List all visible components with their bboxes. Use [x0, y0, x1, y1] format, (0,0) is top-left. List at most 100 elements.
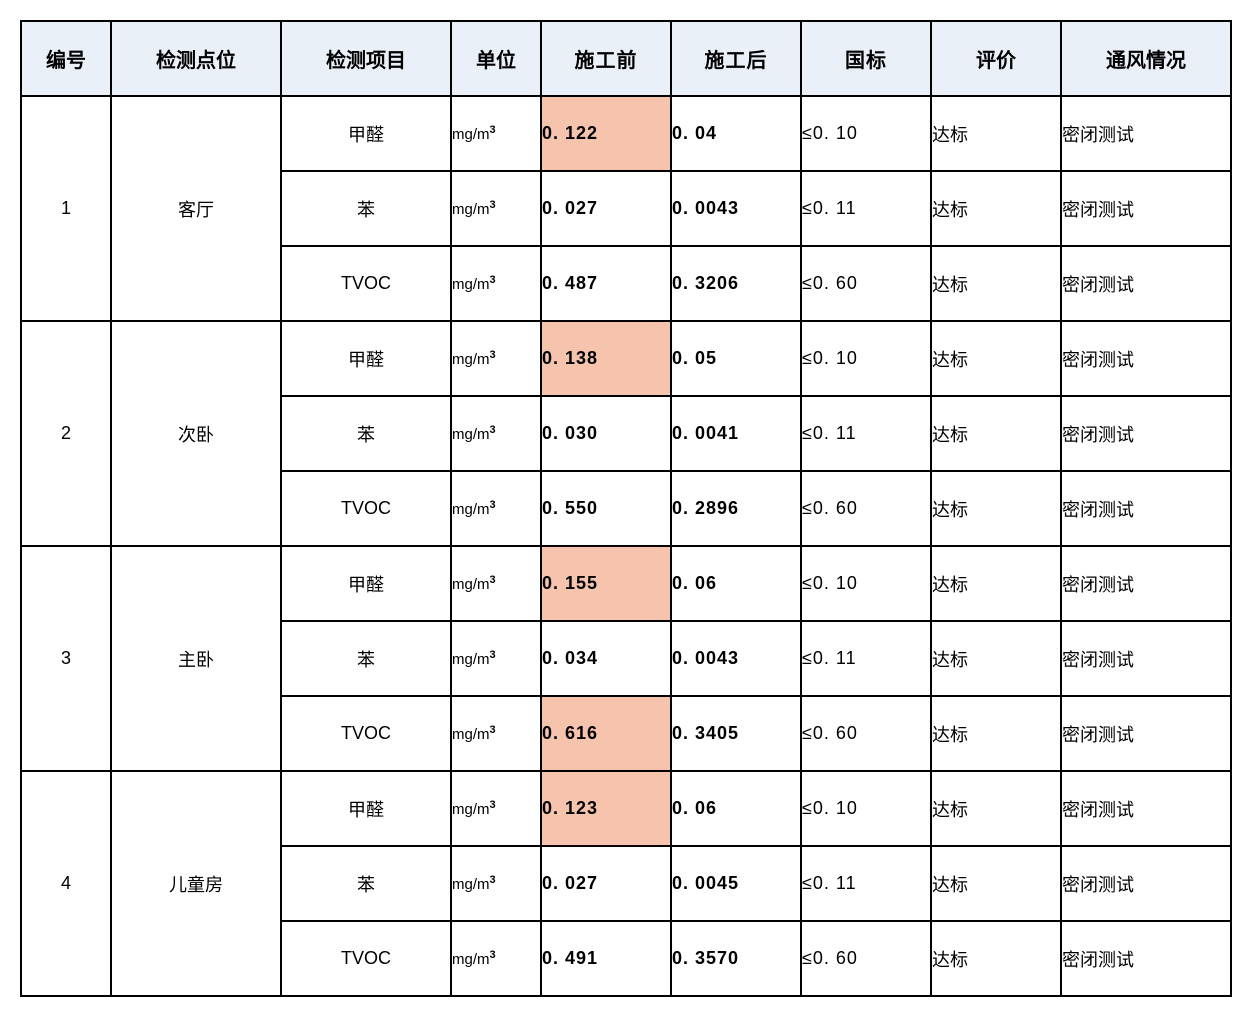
header-ventilation: 通风情况	[1061, 21, 1231, 96]
cell-standard: ≤0. 10	[801, 546, 931, 621]
cell-before: 0. 122	[541, 96, 671, 171]
cell-unit: mg/m3	[451, 621, 541, 696]
cell-evaluation: 达标	[931, 321, 1061, 396]
table-header: 编号 检测点位 检测项目 单位 施工前 施工后 国标 评价 通风情况	[21, 21, 1231, 96]
cell-ventilation: 密闭测试	[1061, 96, 1231, 171]
cell-before: 0. 616	[541, 696, 671, 771]
cell-unit: mg/m3	[451, 696, 541, 771]
cell-item: 甲醛	[281, 546, 451, 621]
header-num: 编号	[21, 21, 111, 96]
cell-evaluation: 达标	[931, 846, 1061, 921]
cell-evaluation: 达标	[931, 96, 1061, 171]
cell-after: 0. 2896	[671, 471, 801, 546]
cell-standard: ≤0. 60	[801, 921, 931, 996]
cell-num: 2	[21, 321, 111, 546]
cell-ventilation: 密闭测试	[1061, 771, 1231, 846]
cell-num: 1	[21, 96, 111, 321]
header-after: 施工后	[671, 21, 801, 96]
cell-standard: ≤0. 11	[801, 846, 931, 921]
cell-location: 客厅	[111, 96, 281, 321]
cell-before: 0. 027	[541, 846, 671, 921]
table-row: 2次卧甲醛mg/m30. 1380. 05≤0. 10达标密闭测试	[21, 321, 1231, 396]
header-standard: 国标	[801, 21, 931, 96]
cell-before: 0. 030	[541, 396, 671, 471]
cell-before: 0. 027	[541, 171, 671, 246]
header-row: 编号 检测点位 检测项目 单位 施工前 施工后 国标 评价 通风情况	[21, 21, 1231, 96]
cell-unit: mg/m3	[451, 921, 541, 996]
table-body: 1客厅甲醛mg/m30. 1220. 04≤0. 10达标密闭测试苯mg/m30…	[21, 96, 1231, 996]
cell-unit: mg/m3	[451, 846, 541, 921]
cell-unit: mg/m3	[451, 471, 541, 546]
cell-item: TVOC	[281, 471, 451, 546]
cell-before: 0. 155	[541, 546, 671, 621]
cell-item: TVOC	[281, 246, 451, 321]
cell-unit: mg/m3	[451, 396, 541, 471]
cell-item: 苯	[281, 621, 451, 696]
cell-unit: mg/m3	[451, 171, 541, 246]
cell-standard: ≤0. 10	[801, 321, 931, 396]
cell-unit: mg/m3	[451, 246, 541, 321]
cell-item: 甲醛	[281, 771, 451, 846]
cell-item: 苯	[281, 846, 451, 921]
cell-evaluation: 达标	[931, 471, 1061, 546]
header-before: 施工前	[541, 21, 671, 96]
cell-ventilation: 密闭测试	[1061, 921, 1231, 996]
header-item: 检测项目	[281, 21, 451, 96]
cell-after: 0. 3570	[671, 921, 801, 996]
cell-standard: ≤0. 11	[801, 171, 931, 246]
cell-ventilation: 密闭测试	[1061, 396, 1231, 471]
cell-after: 0. 0041	[671, 396, 801, 471]
cell-before: 0. 034	[541, 621, 671, 696]
cell-evaluation: 达标	[931, 921, 1061, 996]
cell-after: 0. 3405	[671, 696, 801, 771]
cell-evaluation: 达标	[931, 621, 1061, 696]
cell-after: 0. 05	[671, 321, 801, 396]
cell-standard: ≤0. 60	[801, 471, 931, 546]
cell-before: 0. 487	[541, 246, 671, 321]
cell-after: 0. 06	[671, 546, 801, 621]
cell-evaluation: 达标	[931, 171, 1061, 246]
cell-before: 0. 491	[541, 921, 671, 996]
cell-standard: ≤0. 11	[801, 621, 931, 696]
header-location: 检测点位	[111, 21, 281, 96]
cell-before: 0. 123	[541, 771, 671, 846]
cell-item: TVOC	[281, 921, 451, 996]
cell-num: 4	[21, 771, 111, 996]
cell-location: 次卧	[111, 321, 281, 546]
cell-evaluation: 达标	[931, 696, 1061, 771]
cell-before: 0. 550	[541, 471, 671, 546]
table-row: 4儿童房甲醛mg/m30. 1230. 06≤0. 10达标密闭测试	[21, 771, 1231, 846]
cell-item: 苯	[281, 171, 451, 246]
cell-item: TVOC	[281, 696, 451, 771]
table-row: 1客厅甲醛mg/m30. 1220. 04≤0. 10达标密闭测试	[21, 96, 1231, 171]
detection-results-table: 编号 检测点位 检测项目 单位 施工前 施工后 国标 评价 通风情况 1客厅甲醛…	[20, 20, 1232, 997]
cell-unit: mg/m3	[451, 771, 541, 846]
cell-ventilation: 密闭测试	[1061, 321, 1231, 396]
cell-standard: ≤0. 11	[801, 396, 931, 471]
cell-num: 3	[21, 546, 111, 771]
cell-after: 0. 0045	[671, 846, 801, 921]
cell-after: 0. 0043	[671, 171, 801, 246]
cell-unit: mg/m3	[451, 321, 541, 396]
cell-ventilation: 密闭测试	[1061, 171, 1231, 246]
cell-ventilation: 密闭测试	[1061, 696, 1231, 771]
cell-ventilation: 密闭测试	[1061, 621, 1231, 696]
cell-evaluation: 达标	[931, 246, 1061, 321]
cell-evaluation: 达标	[931, 546, 1061, 621]
cell-after: 0. 06	[671, 771, 801, 846]
cell-evaluation: 达标	[931, 771, 1061, 846]
cell-standard: ≤0. 60	[801, 696, 931, 771]
cell-after: 0. 0043	[671, 621, 801, 696]
cell-ventilation: 密闭测试	[1061, 846, 1231, 921]
header-evaluation: 评价	[931, 21, 1061, 96]
cell-unit: mg/m3	[451, 546, 541, 621]
cell-unit: mg/m3	[451, 96, 541, 171]
cell-standard: ≤0. 10	[801, 771, 931, 846]
cell-standard: ≤0. 10	[801, 96, 931, 171]
cell-after: 0. 3206	[671, 246, 801, 321]
cell-standard: ≤0. 60	[801, 246, 931, 321]
cell-item: 甲醛	[281, 96, 451, 171]
cell-evaluation: 达标	[931, 396, 1061, 471]
cell-ventilation: 密闭测试	[1061, 246, 1231, 321]
cell-item: 甲醛	[281, 321, 451, 396]
